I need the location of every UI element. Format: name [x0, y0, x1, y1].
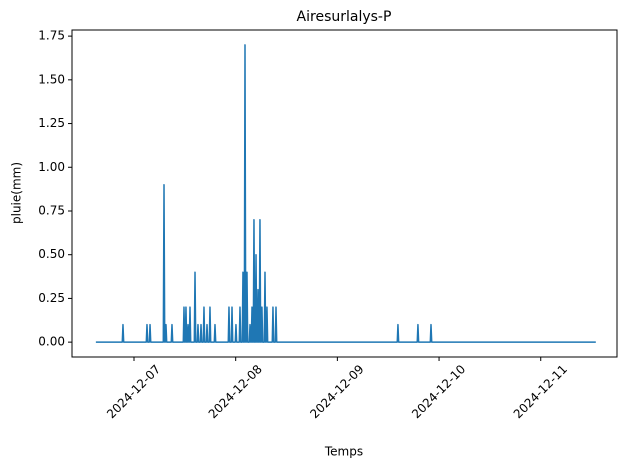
- x-tick-label: 2024-12-07: [104, 362, 163, 421]
- data-line: [95, 44, 596, 343]
- x-tick-label: 2024-12-11: [511, 362, 570, 421]
- y-tick-label: 1.50: [38, 72, 65, 86]
- y-tick-label: 0.50: [38, 247, 65, 261]
- y-tick-label: 1.25: [38, 116, 65, 130]
- chart-title: Airesurlalys-P: [297, 9, 392, 25]
- y-tick-label: 0.75: [38, 203, 65, 217]
- x-tick-label: 2024-12-09: [307, 362, 366, 421]
- y-tick-label: 1.00: [38, 160, 65, 174]
- x-tick-label: 2024-12-10: [409, 362, 468, 421]
- x-tick-label: 2024-12-08: [206, 362, 265, 421]
- y-tick-label: 1.75: [38, 29, 65, 43]
- plot-frame: [71, 29, 618, 358]
- x-axis-label: Temps: [324, 445, 363, 459]
- y-tick-label: 0.00: [38, 335, 65, 349]
- y-axis-label: pluie(mm): [10, 162, 24, 224]
- y-tick-label: 0.25: [38, 291, 65, 305]
